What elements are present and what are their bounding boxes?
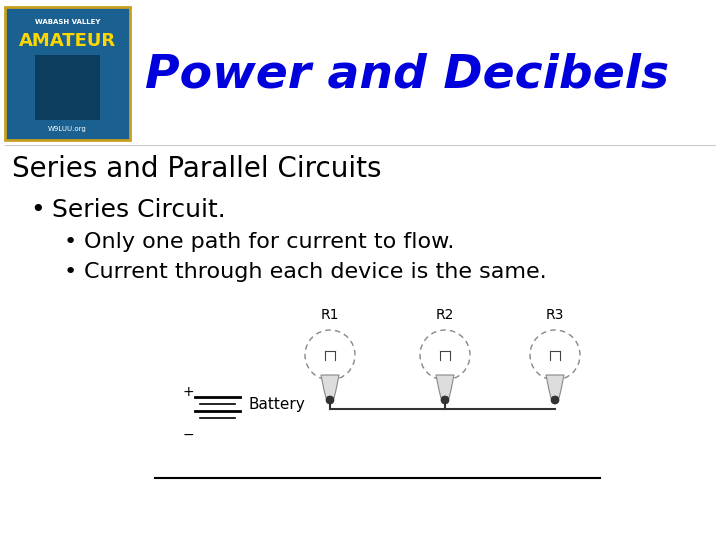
Text: •: • — [31, 198, 45, 222]
Text: RADIO: RADIO — [37, 57, 97, 75]
Polygon shape — [321, 375, 339, 398]
Text: R3: R3 — [546, 308, 564, 322]
Text: +: + — [183, 385, 194, 399]
Text: Series Circuit.: Series Circuit. — [52, 198, 226, 222]
FancyBboxPatch shape — [35, 55, 100, 120]
Text: Battery: Battery — [248, 396, 305, 411]
Text: AMATEUR: AMATEUR — [19, 32, 116, 50]
Polygon shape — [546, 375, 564, 398]
Text: −: − — [183, 428, 194, 442]
Circle shape — [326, 396, 334, 404]
Text: R1: R1 — [320, 308, 339, 322]
Text: Power and Decibels: Power and Decibels — [145, 52, 669, 97]
Text: Current through each device is the same.: Current through each device is the same. — [84, 262, 546, 282]
Text: R2: R2 — [436, 308, 454, 322]
Polygon shape — [436, 375, 454, 398]
Text: W9LUU.org: W9LUU.org — [48, 126, 87, 132]
Text: Series and Parallel Circuits: Series and Parallel Circuits — [12, 155, 382, 183]
FancyBboxPatch shape — [5, 7, 130, 140]
Text: ASSOCIATION: ASSOCIATION — [41, 75, 94, 81]
Text: Only one path for current to flow.: Only one path for current to flow. — [84, 232, 454, 252]
Circle shape — [441, 396, 449, 404]
Circle shape — [551, 396, 559, 404]
Text: WABASH VALLEY: WABASH VALLEY — [35, 19, 100, 25]
Text: •: • — [63, 232, 76, 252]
Text: •: • — [63, 262, 76, 282]
